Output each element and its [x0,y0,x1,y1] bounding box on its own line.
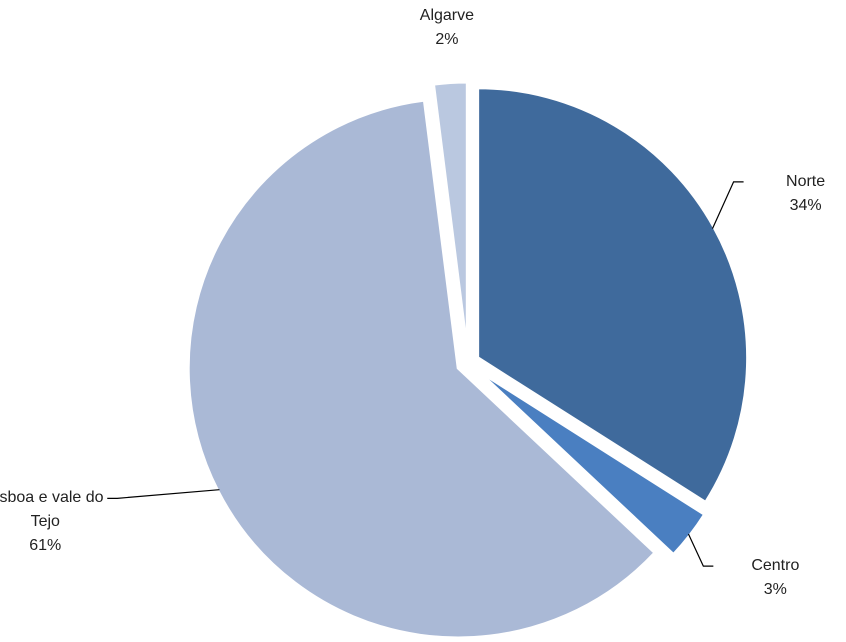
pie-slice [476,86,750,505]
value-label: 3% [763,581,787,599]
leader-line [687,533,714,567]
data-label: Lisboa e vale do Tejo 61% [0,486,105,558]
pie-slice [186,98,658,640]
value-label: 2% [435,30,459,48]
value-label: 34% [789,196,822,214]
leader-line [711,181,744,229]
data-label: Norte 34% [746,170,846,218]
value-label: 61% [29,537,62,555]
category-label: Algarve [419,6,475,24]
category-label: Centro [751,557,800,575]
category-label: Lisboa e vale do Tejo [0,489,104,531]
pie-slice [431,80,469,353]
category-label: Norte [786,172,826,190]
pie-slice [475,368,707,557]
leader-line [107,489,220,499]
data-label: Algarve 2% [387,4,507,52]
data-label: Centro 3% [715,554,835,602]
